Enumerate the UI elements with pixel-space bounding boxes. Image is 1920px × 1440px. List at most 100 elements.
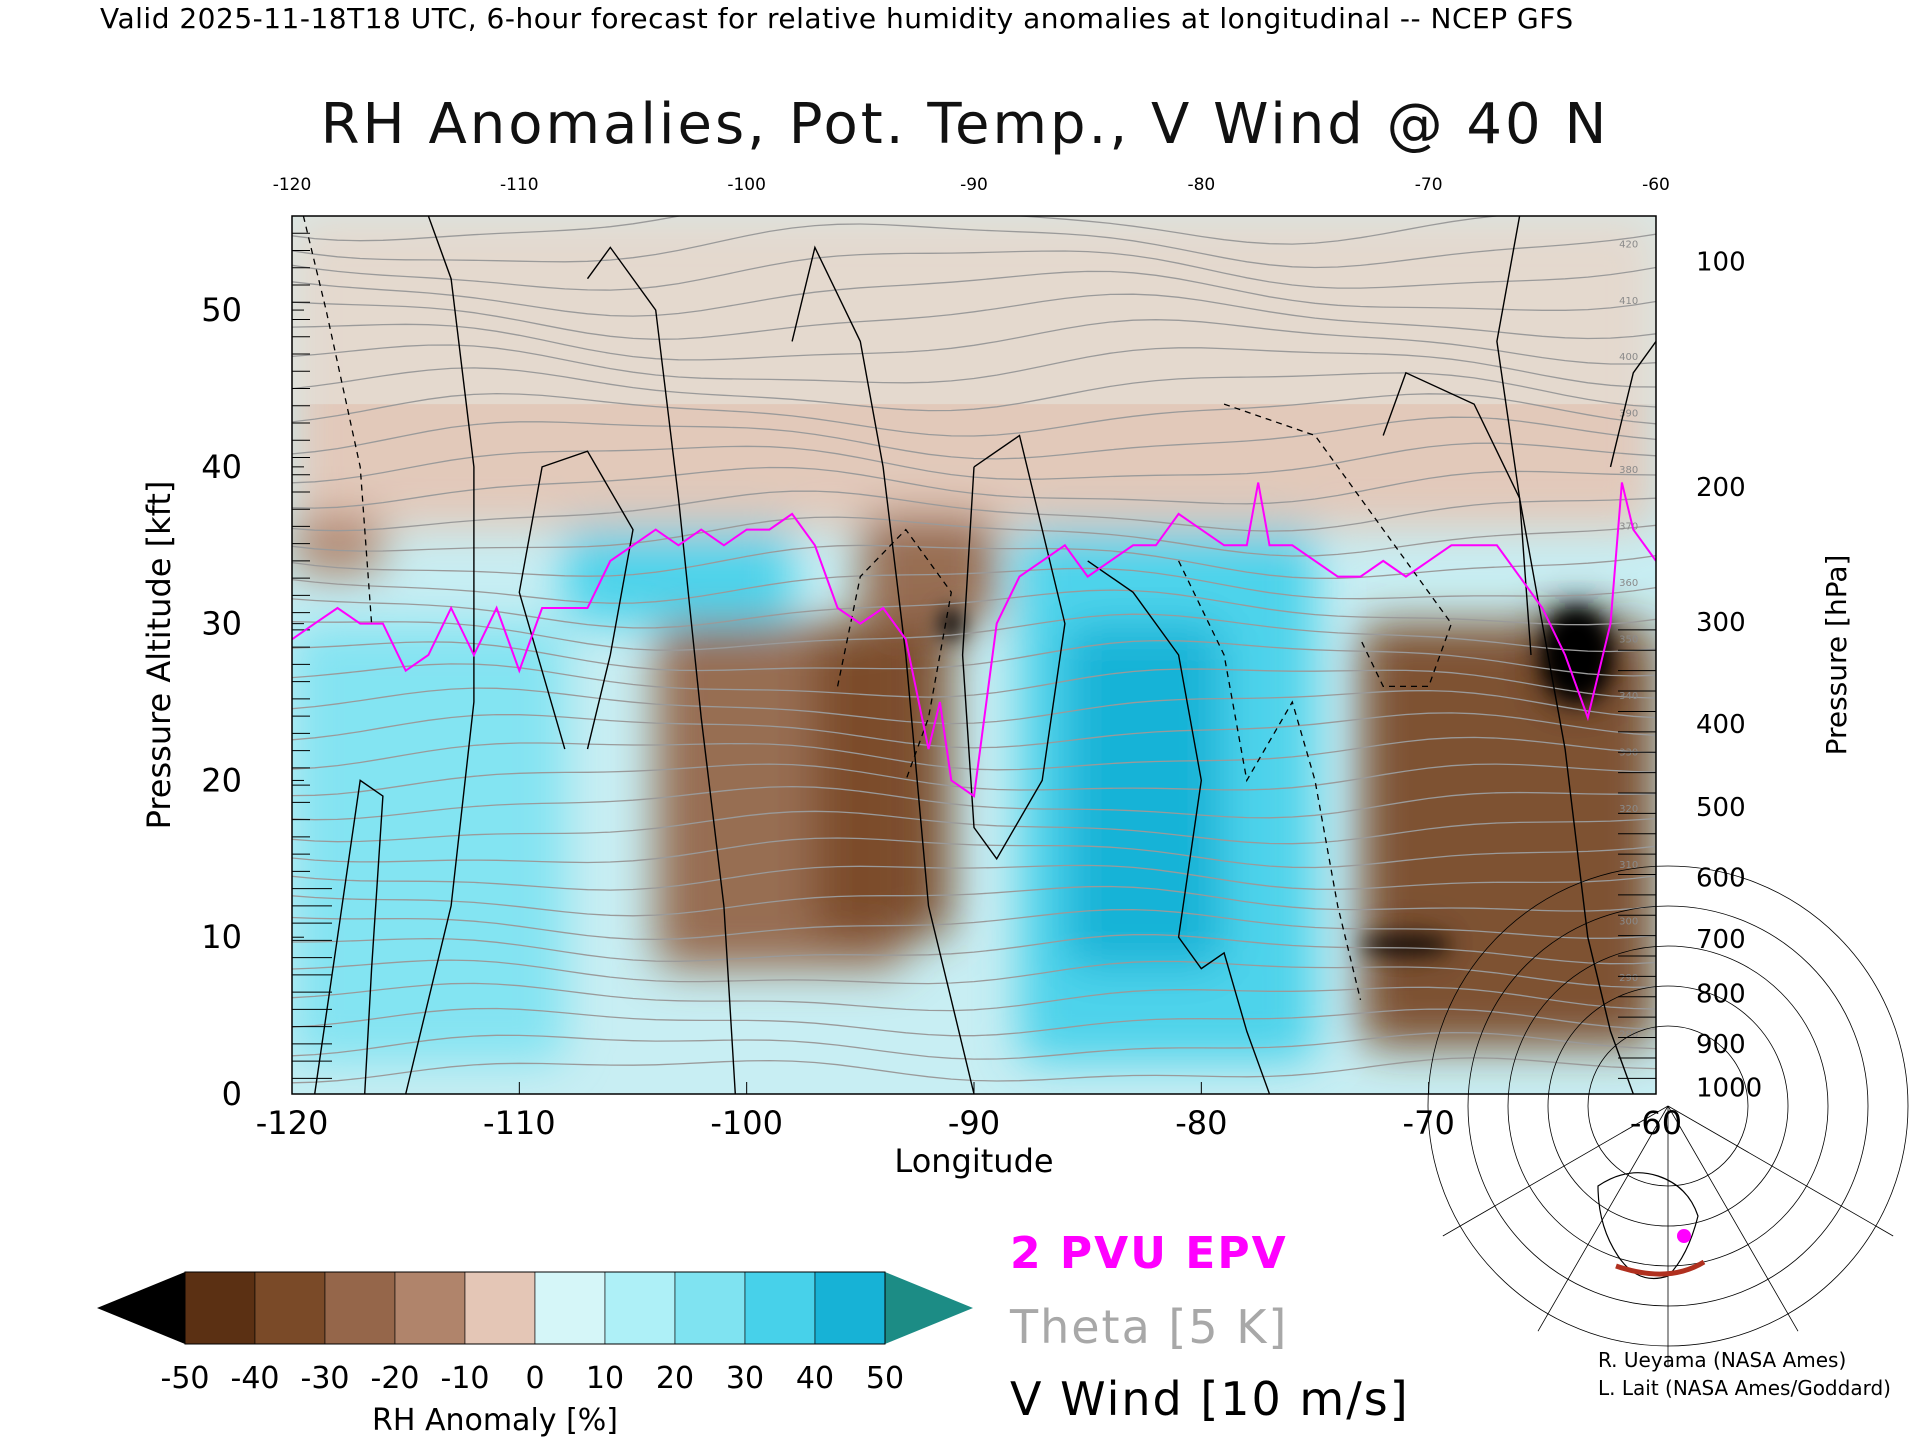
theta-line-16 [292,663,1656,699]
v-wind-contour-0 [314,779,384,1094]
credits: R. Ueyama (NASA Ames) L. Lait (NASA Ames… [1598,1346,1891,1402]
rh-region-11 [860,513,997,624]
y-tick-label: 10 [201,918,242,956]
inset-cross-section-line [1615,1259,1706,1277]
theta-line-34 [292,223,1656,269]
valid-time-line: Valid 2025-11-18T18 UTC, 6-hour forecast… [100,2,1574,35]
credit-line-1: R. Ueyama (NASA Ames) [1598,1348,1847,1372]
x-tick-label: -80 [1175,1104,1227,1142]
x-top-tick-label: -110 [500,175,539,195]
v-wind-contour-9 [1609,340,1656,468]
colorbar-segment-2 [324,1271,396,1345]
x-top-tick-label: -90 [960,175,988,195]
theta-line-13 [292,736,1656,771]
theta-line-15 [292,687,1656,725]
pressure-tick-label: 500 [1696,793,1746,823]
colorbar-segment-1 [254,1271,326,1345]
theta-line-30 [292,319,1656,365]
theta-label-8: 360 [1619,578,1638,589]
v-wind-neg-contour-1 [836,528,952,781]
colorbar-high-arrow [885,1272,973,1344]
colorbar-segment-8 [744,1271,816,1345]
rh-core-1 [1542,607,1611,703]
pressure-tick-label: 800 [1696,980,1746,1010]
colorbar-tick-6: 10 [586,1361,624,1396]
inset-meridian [1442,1105,1669,1237]
pressure-tick-label: 1000 [1696,1074,1762,1104]
v-wind-contours [292,216,1656,1094]
pressure-tick-label: 600 [1696,864,1746,894]
y-tick-label: 0 [222,1075,242,1113]
credit-line-2: L. Lait (NASA Ames/Goddard) [1598,1376,1891,1400]
theta-label-11: 390 [1619,409,1638,420]
theta-line-7 [292,885,1656,917]
colorbar-low-arrow [97,1272,185,1344]
inset-continent-outline [1597,1172,1699,1280]
colorbar-tick-10: 50 [866,1361,904,1396]
v-wind-contour-3 [586,246,736,1094]
y-tick-label: 50 [201,291,242,329]
v-wind-neg-contour-0 [302,216,373,624]
x-top-tick-label: -120 [273,175,312,195]
x-tick-label: -120 [256,1104,329,1142]
theta-line-9 [292,837,1656,869]
rh-core-2 [1360,937,1452,953]
v-wind-contour-1 [405,216,475,1094]
x-tick-label: -100 [710,1104,783,1142]
theta-label-3: 310 [1619,860,1638,871]
rh-region-6 [1064,623,1225,969]
theta-line-19 [292,589,1656,629]
theta-line-8 [292,864,1656,891]
inset-marker [1677,1229,1691,1243]
colorbar: -50 -40 -30 -20 -10 0 10 20 30 40 50 RH Anomaly [%] [97,1271,973,1438]
theta-contours: 280 290 300 310 320 330 340 350 360 370 380 390 400 4… [292,216,1656,1084]
upper-tint [292,216,1656,405]
theta-line-31 [292,293,1656,340]
pressure-tick-label: 300 [1696,608,1746,638]
rh-region-3 [814,623,952,938]
rh-region-7 [1360,623,1656,1047]
theta-line-3 [292,982,1656,1012]
axes: -120 -110 -100 -90 -80 -70 -60 -120 -110 -100 -90 -… [140,175,1853,1180]
rh-region-0 [292,623,565,1063]
theta-label-10: 380 [1619,465,1638,476]
theta-line-24 [292,466,1656,509]
theta-label-2: 300 [1619,917,1638,928]
colorbar-segment-5 [534,1271,606,1345]
theta-line-29 [292,344,1656,388]
theta-label-6: 340 [1619,691,1638,702]
colorbar-label: RH Anomaly [%] [372,1403,618,1438]
theta-label-9: 370 [1619,522,1638,533]
pressure-tick-label: 400 [1696,710,1746,740]
theta-line-0 [292,1057,1656,1084]
epv-path [292,482,1656,798]
colorbar-tick-0: -50 [161,1361,210,1396]
inset-bg [1558,1166,1758,1316]
theta-line-6 [292,908,1656,941]
theta-line-12 [292,763,1656,797]
theta-label-13: 410 [1619,296,1638,307]
theta-label-14: 420 [1619,239,1638,250]
legend-vwind: V Wind [10 m/s] [1010,1372,1410,1426]
x-tick-label: -90 [948,1104,1000,1142]
colorbar-tick-9: 40 [796,1361,834,1396]
colorbar-segment-7 [674,1271,746,1345]
v-wind-contour-6 [1087,560,1271,1094]
x-top-tick-label: -100 [727,175,766,195]
pressure-tick-label: 100 [1696,247,1746,277]
theta-line-17 [292,639,1656,677]
inset-meridian [1537,1105,1669,1332]
theta-label-5: 330 [1619,747,1638,758]
inset-meridian [1667,1105,1894,1237]
y-axis-label: Pressure Altitude [kft] [140,481,178,830]
y-tick-label: 20 [201,761,242,799]
theta-line-35 [292,216,1504,245]
v-wind-contour-2 [518,450,634,750]
inset-meridian [1667,1105,1799,1332]
colorbar-tick-5: 0 [525,1361,544,1396]
theta-line-5 [292,934,1656,965]
colorbar-tick-1: -40 [231,1361,280,1396]
colorbar-segment-0 [184,1271,256,1345]
y2-axis-label: Pressure [hPa] [1820,555,1853,756]
